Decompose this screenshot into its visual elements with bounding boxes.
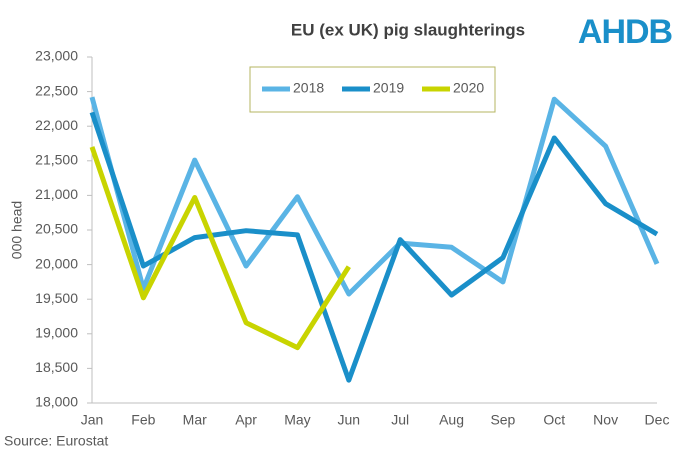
x-tick-label: Jun	[338, 412, 361, 428]
legend-label: 2019	[373, 80, 404, 96]
series-line	[89, 146, 351, 351]
legend-box	[249, 66, 496, 113]
y-tick-label: 22,000	[35, 117, 78, 133]
legend-label: 2020	[453, 80, 484, 96]
x-tick-label: Feb	[131, 412, 155, 428]
source: Source: Eurostat	[4, 433, 108, 449]
x-tick-label: Dec	[645, 412, 670, 428]
y-tick-label: 18,500	[35, 359, 78, 375]
chart-title: EU (ex UK) pig slaughterings	[291, 20, 525, 39]
y-tick-label: 19,500	[35, 290, 78, 306]
y-axis-label: 000 head	[9, 201, 25, 259]
x-tick-label: Jan	[81, 412, 104, 428]
y-tick-label: 19,000	[35, 325, 78, 341]
y-tick-label: 23,000	[35, 48, 78, 64]
logo: AHDB	[578, 13, 673, 51]
series-line	[89, 111, 659, 383]
x-tick-label: Oct	[543, 412, 565, 428]
x-tick-label: Nov	[593, 412, 618, 428]
series-line	[89, 96, 660, 297]
y-tick-label: 21,000	[35, 186, 78, 202]
x-tick-label: May	[284, 412, 310, 428]
y-tick-label: 20,500	[35, 221, 78, 237]
x-tick-label: Aug	[439, 412, 464, 428]
y-tick-label: 18,000	[35, 394, 78, 410]
x-tick-label: Sep	[490, 412, 515, 428]
legend-label: 2018	[293, 80, 324, 96]
y-tick-label: 21,500	[35, 152, 78, 168]
y-tick-label: 20,000	[35, 255, 78, 271]
x-tick-label: Jul	[391, 412, 409, 428]
y-tick-label: 22,500	[35, 82, 78, 98]
x-tick-label: Mar	[183, 412, 207, 428]
x-tick-label: Apr	[235, 412, 257, 428]
